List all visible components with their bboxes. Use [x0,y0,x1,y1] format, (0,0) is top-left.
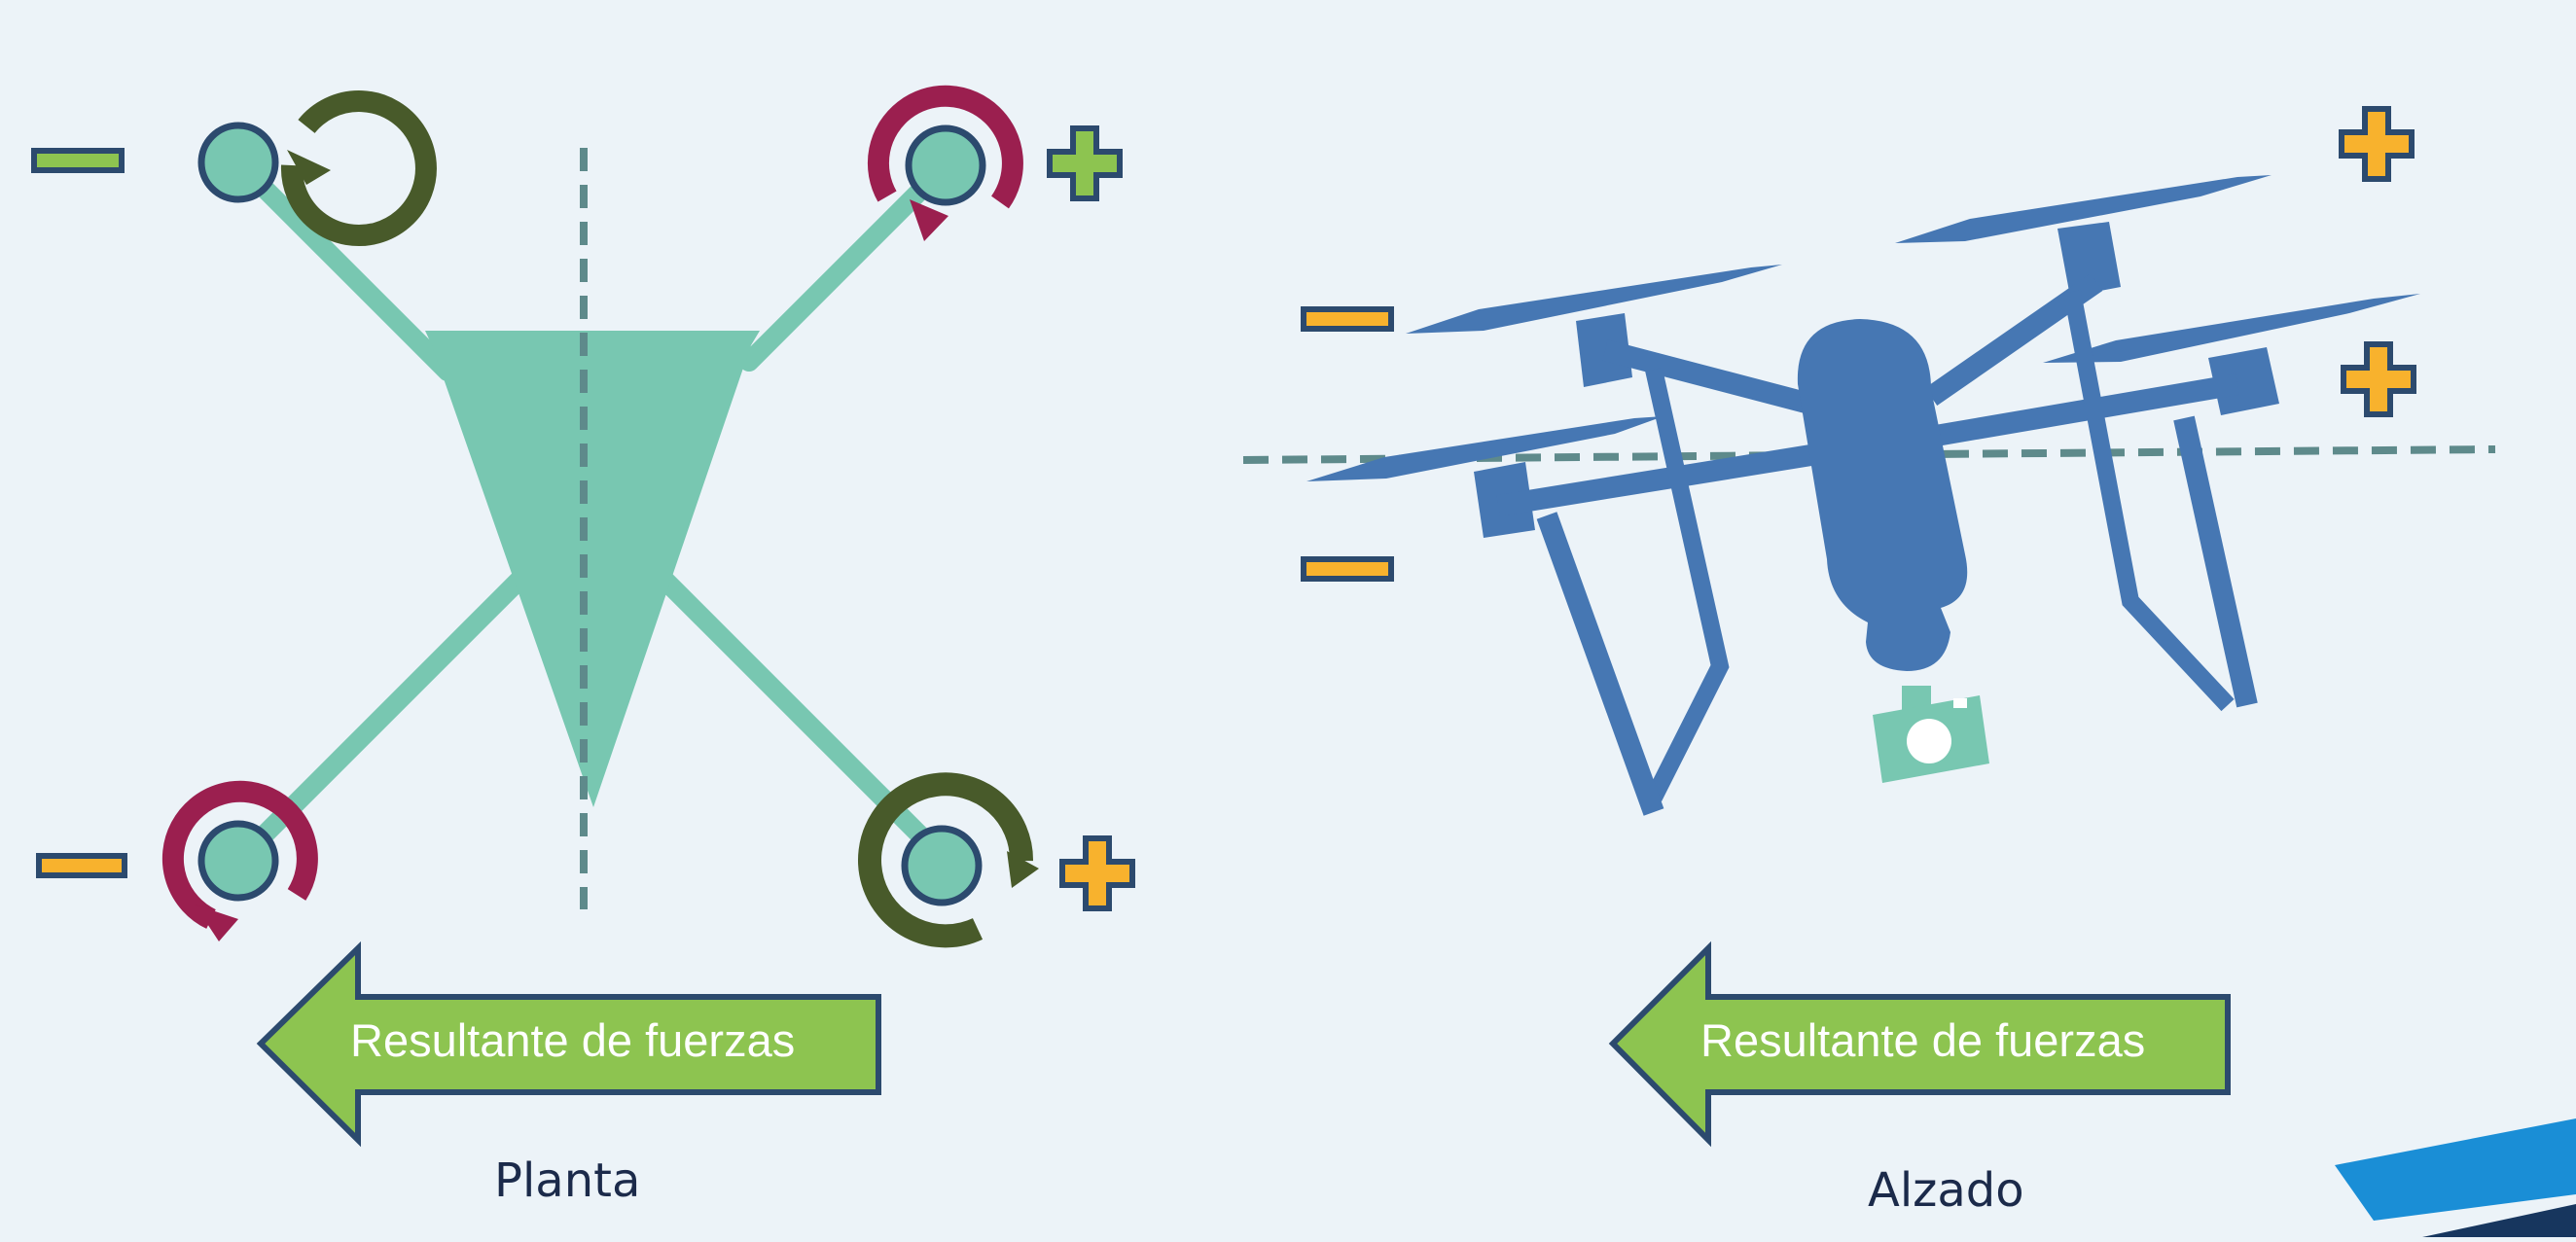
camera-icon [1873,686,1989,783]
rotor-top-left [31,90,437,247]
rotor-bottom-left [36,780,318,941]
plan-body [425,331,760,807]
rotor-top-right [867,85,1120,241]
minus-icon [31,148,125,173]
plus-icon [2343,344,2414,414]
elevation-view [1242,109,2496,1148]
quadcopter-drone-icon [1306,175,2420,816]
plus-icon [1062,838,1132,908]
rotation-arrowhead-icon [195,905,238,941]
rotation-counterclockwise-icon [161,780,318,929]
plus-icon [2342,109,2412,179]
minus-icon [1301,556,1394,582]
minus-icon [1301,306,1394,332]
brand-corner-logo [2335,1118,2576,1237]
caption-planta: Planta [494,1153,641,1208]
resultant-arrow-right-label: Resultante de fuerzas [1700,1014,2146,1066]
rotation-clockwise-icon [280,90,437,247]
rotor-bottom-right [858,772,1132,948]
plan-view [31,85,1132,1148]
caption-alzado: Alzado [1868,1163,2024,1218]
minus-icon [36,853,127,878]
rotation-counterclockwise-icon [858,772,1034,948]
resultant-arrow-left-label: Resultante de fuerzas [350,1014,796,1066]
rotation-arrowhead-icon [910,199,948,241]
resultant-arrow-right [1608,940,2231,1148]
rotation-clockwise-icon [867,85,1023,209]
plus-icon [1050,128,1120,198]
rotation-arrowhead-icon [287,150,331,185]
rotation-arrowhead-icon [1007,851,1039,888]
